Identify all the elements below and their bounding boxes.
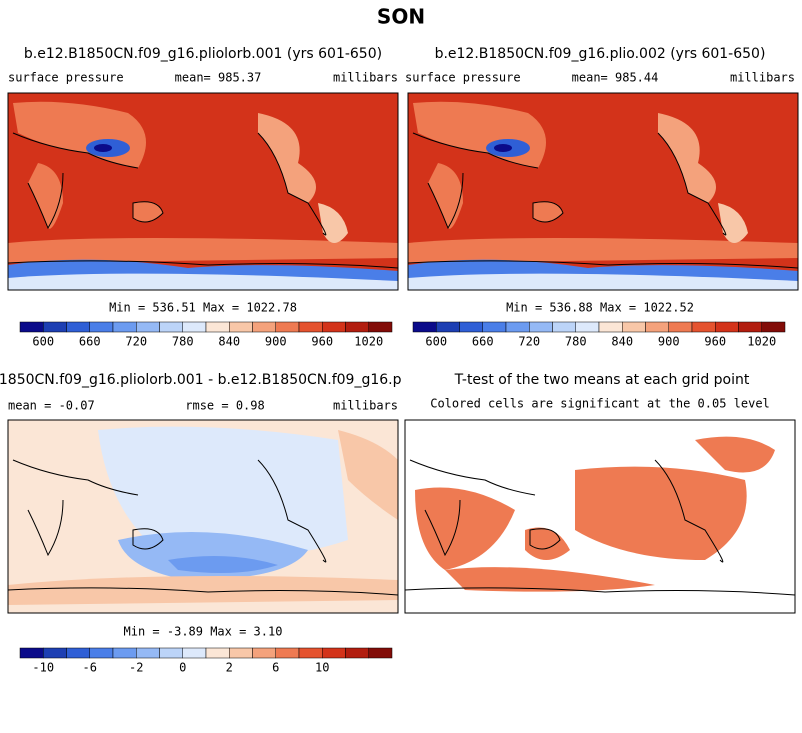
colorbar-tick-label: 1020 [354,335,383,349]
panel-subtitle: Colored cells are significant at the 0.0… [430,397,770,411]
colorbar-box [89,321,114,333]
colorbar-tick-label: 600 [32,335,54,349]
colorbar-box [66,647,90,659]
panel-right-label: millibars [333,71,398,85]
colorbar-box [252,647,276,659]
panel-left-label: surface pressure [405,71,521,85]
colorbar-box [529,321,553,333]
colorbar-box [738,321,762,333]
colorbar-tick-label: 720 [125,335,147,349]
colorbar-box [761,321,786,333]
map [407,92,799,291]
colorbar-box [691,321,716,333]
panel-stats: Min = -3.89 Max = 3.10 [124,625,283,639]
colorbar-box [715,321,739,333]
colorbar-box [505,321,530,333]
colorbar-tick-label: 780 [172,335,194,349]
colorbar-box [298,321,323,333]
colorbar-tick-label: 780 [565,335,587,349]
colorbar-tick-label: 900 [658,335,680,349]
colorbar-box [459,321,483,333]
colorbar-tick-label: 660 [79,335,101,349]
colorbar-box [89,647,114,659]
colorbar-box [205,647,230,659]
panel-center-label: mean= 985.37 [175,71,262,85]
colorbar-box [229,647,253,659]
panel-center-label: rmse = 0.98 [185,399,264,413]
colorbar-tick-label: 840 [611,335,633,349]
colorbar-box [182,321,207,333]
colorbar-tick-label: 900 [265,335,287,349]
colorbar-box [275,321,300,333]
colorbar-tick-label: 600 [425,335,447,349]
colorbar-box [252,321,276,333]
colorbar-box [412,321,437,333]
colorbar-box [368,647,393,659]
colorbar-tick-label: 720 [518,335,540,349]
colorbar-tick-label: 10 [315,661,329,675]
panel-title: b.e12.B1850CN.f09_g16.plio.002 (yrs 601-… [435,46,766,62]
colorbar-tick-label: 2 [226,661,233,675]
panel-title: T-test of the two means at each grid poi… [454,372,750,388]
colorbar: -10 -6 -2 0 2 6 10 [19,647,393,675]
colorbar: 600 660 720 780 840 900 960 1020 [19,321,393,349]
colorbar-box [112,647,137,659]
colorbar-box [298,647,323,659]
colorbar-box [19,321,44,333]
panel-left-label: surface pressure [8,71,124,85]
colorbar-box [205,321,230,333]
figure-title: SON [377,5,425,29]
colorbar-box [552,321,576,333]
colorbar-box [159,321,183,333]
colorbar-box [436,321,460,333]
colorbar-box [645,321,669,333]
colorbar-box [229,321,253,333]
colorbar-box [66,321,90,333]
colorbar-tick-label: 960 [704,335,726,349]
map [7,92,399,291]
colorbar-box [182,647,207,659]
colorbar-box [275,647,300,659]
panel-right-label: millibars [333,399,398,413]
panel-center-label: mean= 985.44 [572,71,659,85]
colorbar-box [136,321,160,333]
panel-stats: Min = 536.51 Max = 1022.78 [109,301,297,315]
colorbar-tick-label: 6 [272,661,279,675]
colorbar-box [622,321,646,333]
colorbar-box [668,321,693,333]
colorbar-box [19,647,44,659]
colorbar-box [368,321,393,333]
colorbar-box [136,647,160,659]
colorbar-box [575,321,600,333]
colorbar-box [322,647,346,659]
panel-right-label: millibars [730,71,795,85]
colorbar-tick-label: 1020 [747,335,776,349]
colorbar-box [345,321,369,333]
colorbar-tick-label: 840 [218,335,240,349]
colorbar-box [43,647,67,659]
map [7,419,399,614]
colorbar-box [159,647,183,659]
colorbar-tick-label: 660 [472,335,494,349]
map [404,419,796,614]
panel-left-label: mean = -0.07 [8,399,95,413]
panel-title: l1850CN.f09_g16.pliolorb.001 - b.e12.B18… [0,372,449,388]
colorbar-box [112,321,137,333]
colorbar: 600 660 720 780 840 900 960 1020 [412,321,786,349]
colorbar-box [43,321,67,333]
colorbar-tick-label: -2 [129,661,143,675]
colorbar-box [345,647,369,659]
colorbar-tick-label: -6 [83,661,97,675]
colorbar-tick-label: 0 [179,661,186,675]
colorbar-tick-label: 960 [311,335,333,349]
colorbar-box [482,321,507,333]
panel-stats: Min = 536.88 Max = 1022.52 [506,301,694,315]
colorbar-tick-label: -10 [32,661,54,675]
colorbar-box [598,321,623,333]
colorbar-box [322,321,346,333]
panel-title: b.e12.B1850CN.f09_g16.pliolorb.001 (yrs … [24,46,382,62]
